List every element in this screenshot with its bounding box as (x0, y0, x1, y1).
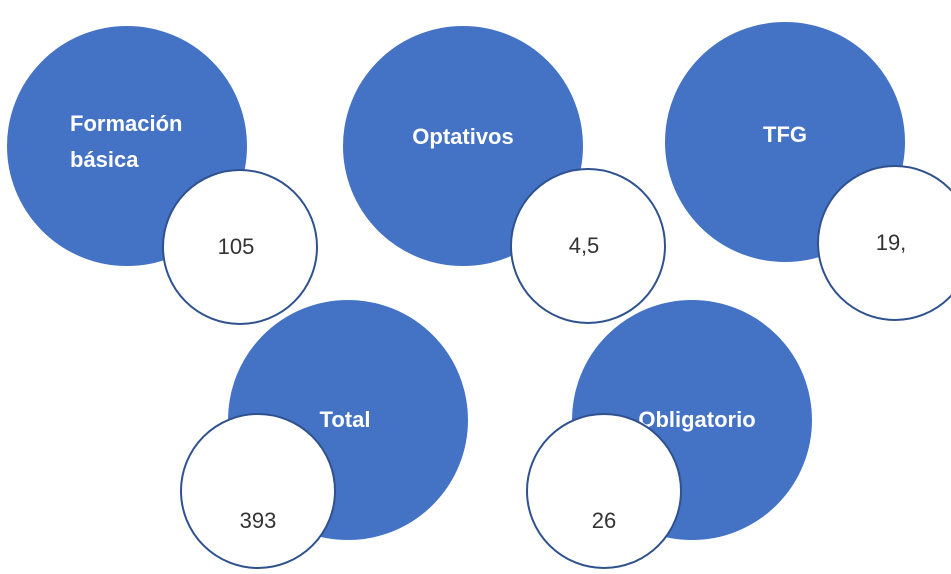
value-circle (510, 168, 666, 324)
category-label: Obligatorio (638, 407, 756, 432)
value-circle (162, 169, 318, 325)
value-label: 393 (239, 508, 277, 533)
category-label: TFG (763, 122, 807, 147)
value-circle (817, 165, 951, 321)
value-circle (526, 413, 682, 569)
category-label: Total (319, 407, 371, 432)
value-label: 105 (217, 234, 255, 259)
category-label: Optativos (412, 124, 514, 149)
value-label: 19, (875, 230, 907, 255)
category-label: Formación básica (70, 111, 183, 172)
value-label: 26 (591, 508, 617, 533)
value-circle (180, 413, 336, 569)
value-label: 4,5 (568, 233, 600, 258)
